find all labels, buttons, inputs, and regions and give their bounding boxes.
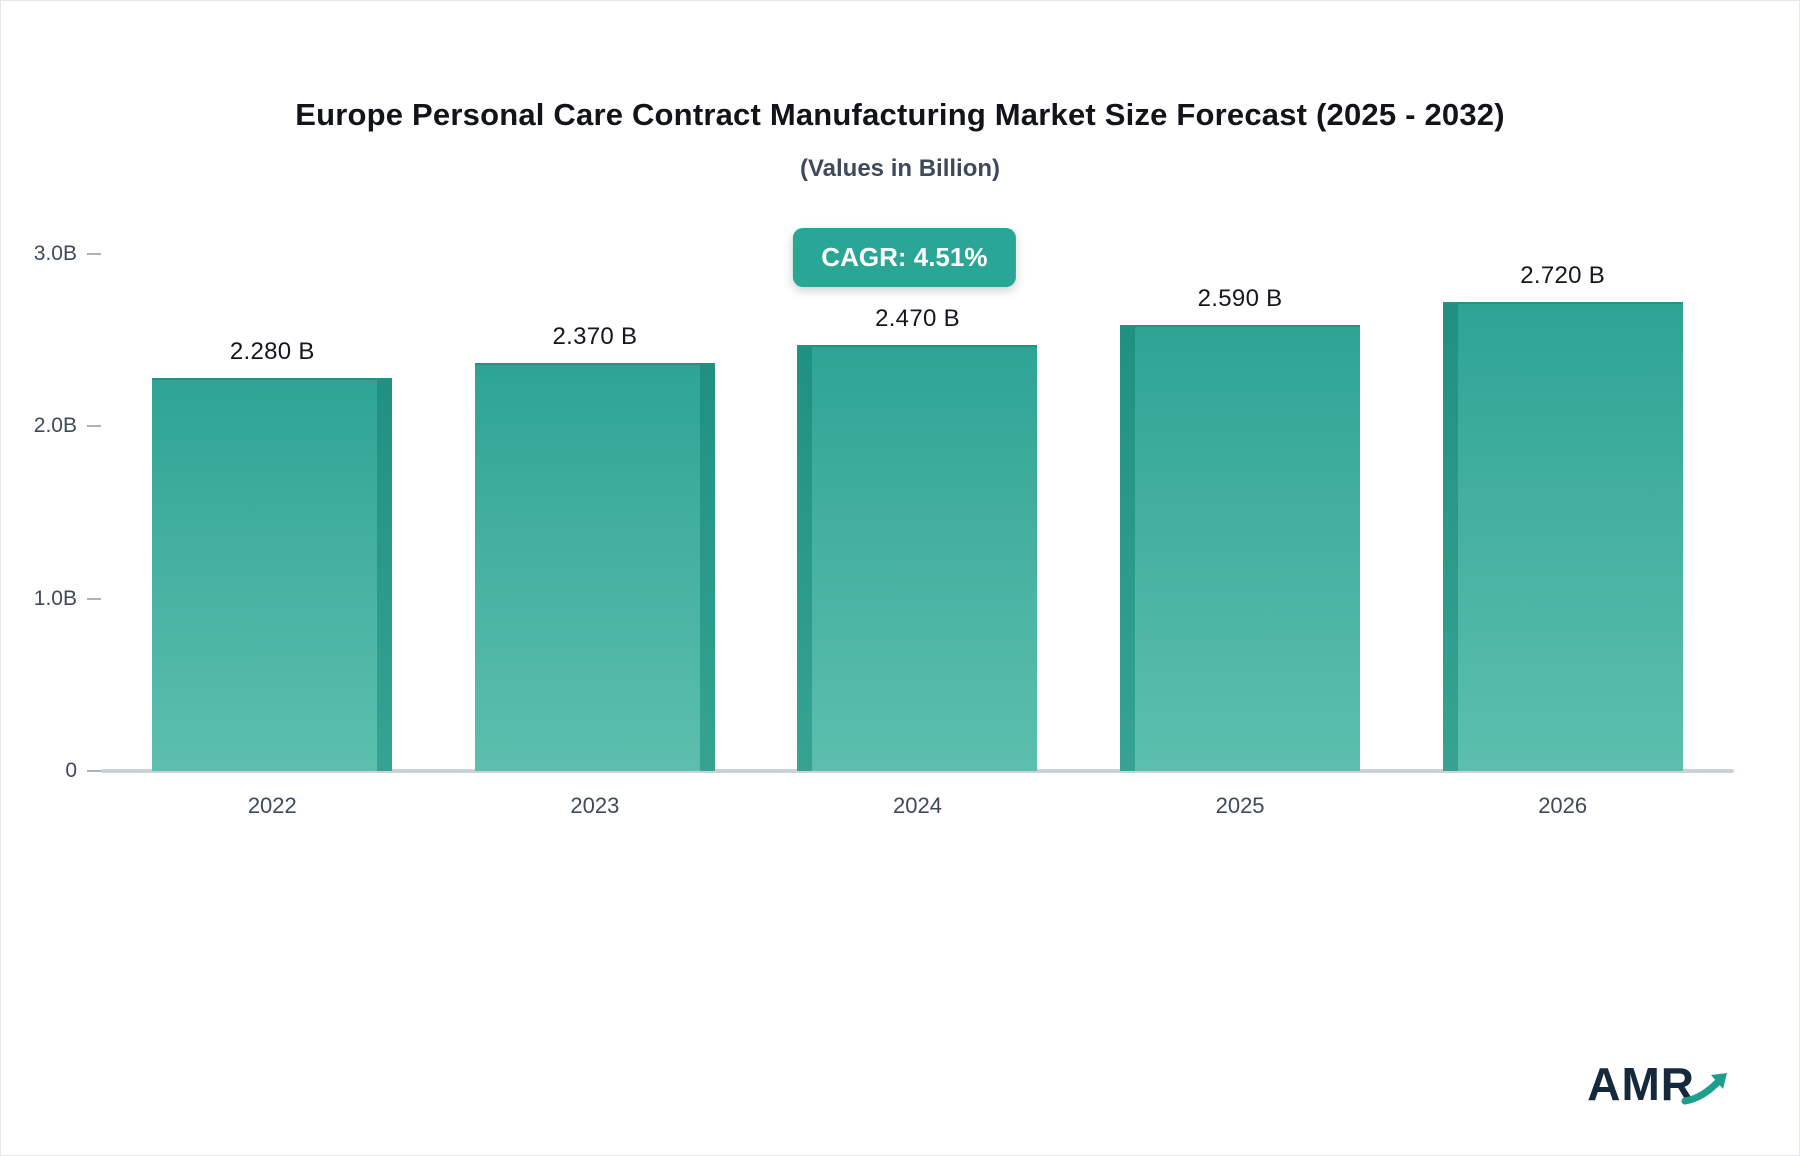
bar-group: 2.590 B	[1099, 254, 1382, 771]
x-tick-label: 2024	[893, 793, 942, 818]
x-tick-label: 2025	[1215, 793, 1265, 818]
y-axis: 3.0B 2.0B 1.0B 0	[31, 242, 101, 782]
y-tick-mark	[87, 425, 101, 428]
bar-value-label: 2.370 B	[552, 322, 638, 350]
y-tick: 3.0B	[34, 242, 101, 266]
trend-arrow-icon	[1681, 1073, 1727, 1105]
bar-2022	[152, 378, 393, 771]
chart-title: Europe Personal Care Contract Manufactur…	[295, 97, 1505, 132]
bar-group: 2.720 B	[1421, 254, 1704, 771]
y-tick-mark	[87, 597, 101, 600]
x-tick-label: 2026	[1538, 793, 1588, 818]
x-tick-label: 2022	[247, 793, 297, 818]
bar-group: 2.470 B	[776, 254, 1059, 771]
bar-group: 2.280 B	[131, 254, 414, 771]
x-axis: 2022 2023 2024 2025 2026	[111, 771, 1724, 819]
bar-value-label: 2.590 B	[1197, 284, 1283, 312]
x-tick-label: 2023	[570, 793, 620, 818]
bar-value-label: 2.280 B	[229, 338, 315, 366]
bar-2025	[1120, 324, 1361, 771]
brand-logo-text: AMR	[1587, 1058, 1695, 1110]
chart-region: CAGR: 4.51% 3.0B 2.0B 1.0B 0 2.280 B 2.370 B…	[34, 228, 1734, 818]
y-tick-mark	[87, 770, 101, 772]
chart-header: Europe Personal Care Contract Manufactur…	[1, 1, 1799, 183]
plot-area: 2.280 B 2.370 B 2.470 B 2.590 B 2.720 B	[101, 254, 1734, 773]
bar-group: 2.370 B	[453, 254, 736, 771]
bar-3d-edge	[1442, 304, 1458, 771]
brand-logo: AMR	[1587, 1057, 1733, 1111]
y-tick: 0	[65, 759, 101, 783]
y-tick-label: 3.0B	[33, 242, 77, 265]
bar-3d-edge	[1120, 326, 1136, 771]
chart-subtitle: (Values in Billion)	[799, 155, 1001, 182]
bar-3d-edge	[699, 364, 715, 771]
y-tick-label: 2.0B	[33, 414, 77, 438]
bar-3d-edge	[797, 347, 813, 771]
y-tick-label: 1.0B	[33, 586, 77, 610]
bar-2026	[1442, 302, 1683, 771]
y-tick-label: 0	[65, 759, 77, 782]
bar-value-label: 2.720 B	[1520, 262, 1606, 290]
bar-value-label: 2.470 B	[875, 305, 960, 333]
x-axis-baseline	[101, 769, 1734, 773]
bar-2024	[797, 345, 1038, 771]
y-tick-mark	[87, 253, 101, 255]
bar-2023	[474, 362, 715, 771]
y-tick: 2.0B	[34, 414, 101, 438]
cagr-badge: CAGR: 4.51%	[793, 228, 1016, 287]
bar-3d-edge	[377, 380, 393, 771]
y-tick: 1.0B	[34, 587, 101, 611]
